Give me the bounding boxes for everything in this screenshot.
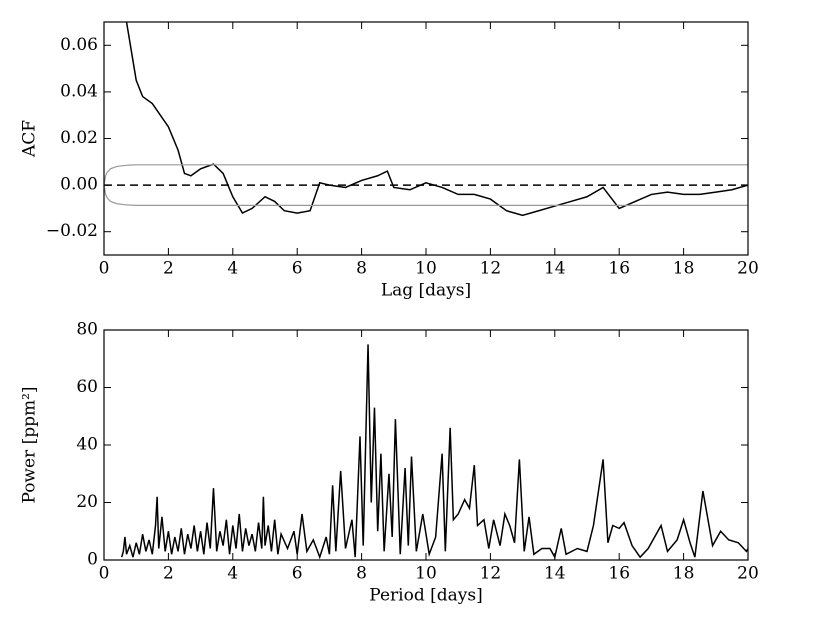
axes-frame (103, 329, 749, 561)
y-axis-label: Power [ppm²] (20, 386, 40, 503)
x-axis-label: Period [days] (369, 586, 482, 606)
x-tick-label: 4 (227, 259, 238, 279)
data-line (125, 22, 748, 217)
y-tick-label: 80 (76, 320, 98, 340)
x-tick-label: 14 (544, 564, 566, 584)
x-tick-label: 6 (292, 564, 303, 584)
y-axis-label: ACF (20, 120, 40, 158)
x-tick-label: 10 (415, 564, 437, 584)
x-tick-label: 16 (608, 564, 630, 584)
y-tick-label: 20 (76, 492, 98, 512)
x-tick-label: 8 (356, 259, 367, 279)
x-tick-label: 2 (163, 564, 174, 584)
x-tick-label: 2 (163, 259, 174, 279)
x-tick-label: 10 (415, 259, 437, 279)
y-tick-label: 60 (76, 377, 98, 397)
x-tick-label: 18 (673, 564, 695, 584)
data-line (104, 184, 748, 206)
x-axis-label: Lag [days] (381, 281, 471, 301)
y-tick-label: 40 (76, 435, 98, 455)
data-line (104, 164, 748, 186)
axes-frame (103, 21, 749, 256)
x-tick-label: 8 (356, 564, 367, 584)
y-tick-label: 0.00 (60, 175, 98, 195)
data-line (120, 344, 748, 560)
y-tick-label: −0.02 (46, 221, 98, 241)
x-tick-label: 16 (608, 259, 630, 279)
x-tick-label: 20 (737, 259, 759, 279)
x-tick-label: 0 (99, 564, 110, 584)
y-tick-label: 0.04 (60, 81, 98, 101)
x-tick-label: 4 (227, 564, 238, 584)
x-tick-label: 0 (99, 259, 110, 279)
x-tick-label: 12 (480, 564, 502, 584)
x-tick-label: 12 (480, 259, 502, 279)
y-tick-label: 0.06 (60, 35, 98, 55)
x-tick-label: 6 (292, 259, 303, 279)
x-tick-label: 20 (737, 564, 759, 584)
y-tick-label: 0 (87, 550, 98, 570)
x-tick-label: 18 (673, 259, 695, 279)
x-tick-label: 14 (544, 259, 566, 279)
y-tick-label: 0.02 (60, 128, 98, 148)
